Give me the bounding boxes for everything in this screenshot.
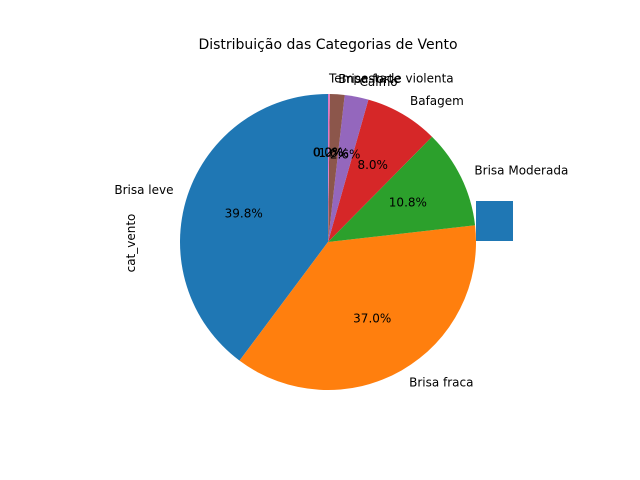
slice-pct-other: 0.0% [313,146,344,160]
slice-tempestade-violenta [328,94,330,242]
slice-brisa-leve [179,94,328,361]
y-axis-label: cat_vento [124,214,138,273]
pie-labels: Brisa leve 39.8% Brisa fraca 37.0% Brisa Mod… [114,72,568,390]
slice-pct-brisa-moderada: 10.8% [389,196,427,210]
slice-brisa-moderada [328,136,476,242]
slice-pct-calmo: 2.6% [330,147,361,161]
slice-label-brisa-moderada: Brisa Moderada [474,163,568,177]
slice-pct-brisa-forte: 1.6% [318,146,349,160]
slice-brisa-forte [328,94,345,242]
slice-label-brisa-forte: Brisa forte [338,72,401,86]
slice-label-calmo: Calmo [360,75,398,89]
slice-bafagem [328,99,432,242]
chart-title: Distribuição das Categorias de Vento [198,37,457,53]
slice-brisa-fraca [239,225,477,391]
slice-label-brisa-fraca: Brisa fraca [409,376,473,390]
legend-patch [476,201,513,241]
slice-label-tempestade-violenta: Tempestade violenta [328,72,454,86]
slice-pct-brisa-leve: 39.8% [225,207,263,221]
pie-slices [179,94,477,391]
slice-pct-bafagem: 8.0% [357,158,388,172]
slice-label-brisa-leve: Brisa leve [114,183,173,197]
slice-calmo [328,94,369,242]
slice-pct-brisa-fraca: 37.0% [353,311,391,325]
slice-pct-tempestade-violenta: 0.2% [313,146,344,160]
slice-label-bafagem: Bafagem [410,94,464,108]
